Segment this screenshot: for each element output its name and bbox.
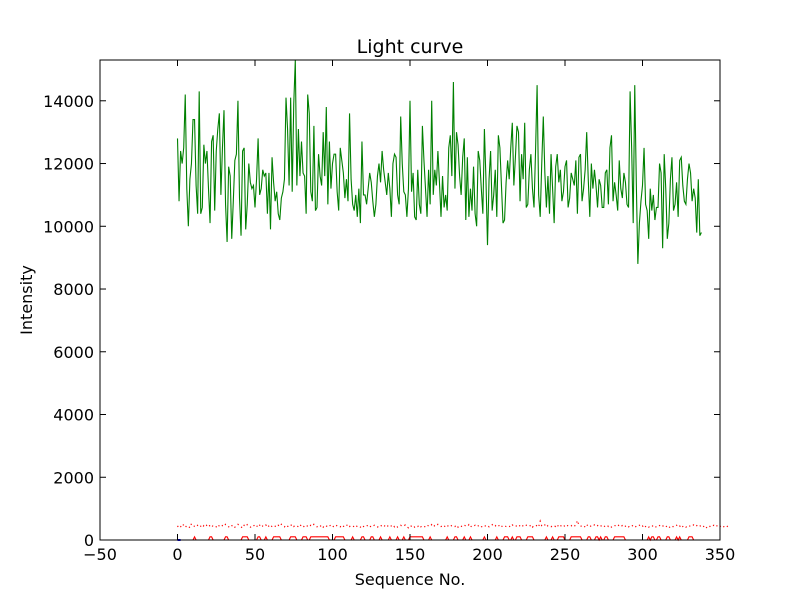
y-tick-label: 12000: [43, 155, 94, 174]
x-tick-label: 250: [550, 545, 581, 564]
x-tick-label: 300: [627, 545, 658, 564]
x-tick-label: 100: [317, 545, 348, 564]
x-tick-label: 150: [395, 545, 426, 564]
plot-area: [176, 59, 730, 542]
y-tick-label: 10000: [43, 217, 94, 236]
y-tick-label: 2000: [53, 468, 94, 487]
y-axis-title: Intensity: [17, 265, 36, 335]
x-tick-label: −50: [83, 545, 117, 564]
chart-title: Light curve: [357, 36, 464, 58]
y-tick-label: 14000: [43, 92, 94, 111]
x-tick-label: 350: [705, 545, 736, 564]
y-tick-label: 6000: [53, 343, 94, 362]
y-axis: 0 2000 4000 6000 8000 10000 12000 14000: [43, 92, 720, 550]
series-line-1: [176, 59, 702, 264]
y-tick-label: 4000: [53, 406, 94, 425]
y-tick-label: 0: [84, 531, 94, 550]
series-line-2: [177, 518, 730, 530]
x-axis: −50 0 50 100 150 200 250 300 350: [83, 60, 735, 564]
x-tick-label: 50: [245, 545, 265, 564]
y-tick-label: 8000: [53, 280, 94, 299]
x-axis-title: Sequence No.: [355, 570, 466, 589]
x-tick-label: 200: [472, 545, 503, 564]
x-tick-label: 0: [172, 545, 182, 564]
